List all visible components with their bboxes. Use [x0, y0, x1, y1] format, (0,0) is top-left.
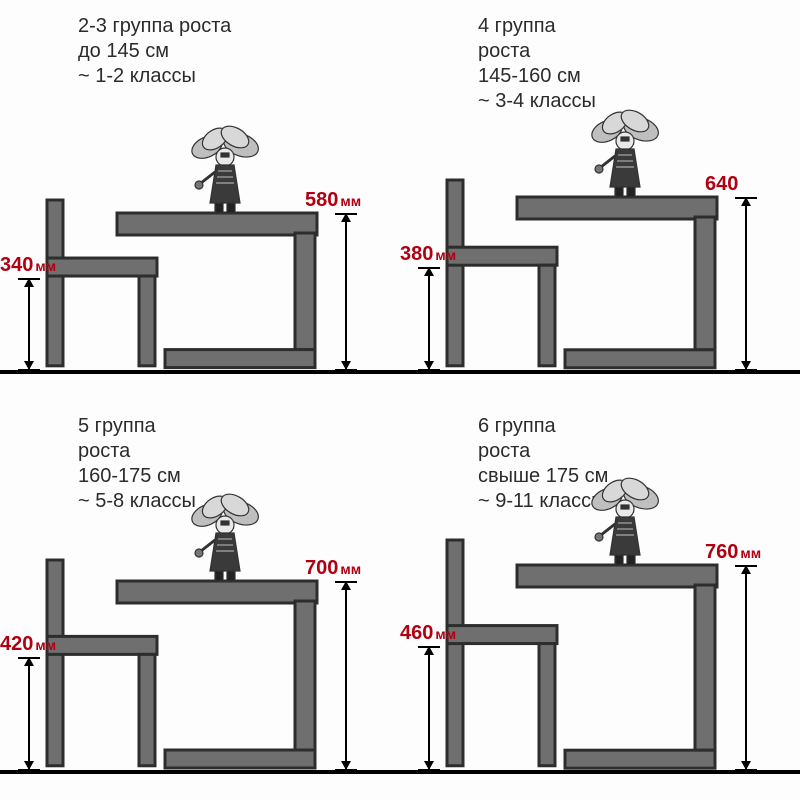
- chair-height-dimline: [28, 278, 30, 370]
- dim-tick: [418, 267, 440, 269]
- desk-height-dimline: [345, 581, 347, 770]
- dim-tick: [18, 657, 40, 659]
- chair-height-label: 380мм: [400, 243, 456, 266]
- desk-height-dimline: [745, 565, 747, 770]
- dim-tick: [735, 769, 757, 771]
- dim-tick: [418, 769, 440, 771]
- desk-height-dimline: [745, 197, 747, 370]
- dim-tick: [18, 769, 40, 771]
- panel-group-2-3: 2-3 группа роста до 145 см ~ 1-2 классы: [0, 0, 400, 400]
- desk-icon: [515, 563, 725, 774]
- panel-caption: 2-3 группа роста до 145 см ~ 1-2 классы: [78, 14, 231, 89]
- dim-tick: [335, 213, 357, 215]
- dim-tick: [418, 646, 440, 648]
- fairy-icon: [185, 485, 265, 585]
- panel-group-5: 5 группа роста 160-175 см ~ 5-8 классы: [0, 400, 400, 800]
- desk-icon: [115, 211, 325, 374]
- chair-height-label: 460мм: [400, 622, 456, 645]
- desk-height-label: 760мм: [705, 541, 761, 564]
- desk-height-dimline: [345, 213, 347, 370]
- dim-tick: [335, 769, 357, 771]
- desk-icon: [115, 579, 325, 774]
- chair-height-dimline: [428, 267, 430, 370]
- chair-height-label: 340мм: [0, 254, 56, 277]
- fairy-icon: [585, 469, 665, 569]
- diagram-grid: 2-3 группа роста до 145 см ~ 1-2 классы: [0, 0, 800, 800]
- desk-height-label: 580мм: [305, 189, 361, 212]
- panel-group-6: 6 группа роста свыше 175 см ~ 9-11 класс…: [400, 400, 800, 800]
- chair-height-label: 420мм: [0, 633, 56, 656]
- fairy-icon: [585, 101, 665, 201]
- chair-height-dimline: [428, 646, 430, 770]
- dim-tick: [18, 369, 40, 371]
- dim-tick: [735, 197, 757, 199]
- fairy-icon: [185, 117, 265, 217]
- chair-height-dimline: [28, 657, 30, 770]
- desk-height-label: 700мм: [305, 557, 361, 580]
- panel-caption: 5 группа роста 160-175 см ~ 5-8 классы: [78, 414, 196, 514]
- dim-tick: [735, 565, 757, 567]
- desk-icon: [515, 195, 725, 374]
- dim-tick: [335, 369, 357, 371]
- dim-tick: [335, 581, 357, 583]
- dim-tick: [18, 278, 40, 280]
- panel-caption: 4 группа роста 145-160 см ~ 3-4 классы: [478, 14, 596, 114]
- desk-height-label: 640: [705, 173, 738, 196]
- dim-tick: [735, 369, 757, 371]
- dim-tick: [418, 369, 440, 371]
- panel-group-4: 4 группа роста 145-160 см ~ 3-4 классы: [400, 0, 800, 400]
